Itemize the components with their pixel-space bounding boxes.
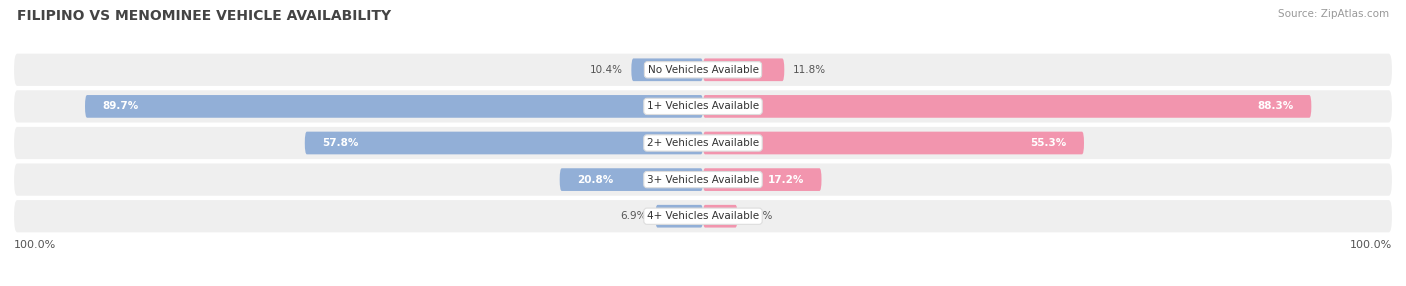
FancyBboxPatch shape bbox=[305, 132, 703, 154]
FancyBboxPatch shape bbox=[655, 205, 703, 228]
FancyBboxPatch shape bbox=[703, 168, 821, 191]
Text: 3+ Vehicles Available: 3+ Vehicles Available bbox=[647, 175, 759, 184]
FancyBboxPatch shape bbox=[84, 95, 703, 118]
Text: FILIPINO VS MENOMINEE VEHICLE AVAILABILITY: FILIPINO VS MENOMINEE VEHICLE AVAILABILI… bbox=[17, 9, 391, 23]
Text: No Vehicles Available: No Vehicles Available bbox=[648, 65, 758, 75]
FancyBboxPatch shape bbox=[14, 164, 1392, 196]
FancyBboxPatch shape bbox=[14, 54, 1392, 86]
Text: 100.0%: 100.0% bbox=[14, 240, 56, 250]
FancyBboxPatch shape bbox=[560, 168, 703, 191]
Text: 2+ Vehicles Available: 2+ Vehicles Available bbox=[647, 138, 759, 148]
Text: 6.9%: 6.9% bbox=[620, 211, 647, 221]
FancyBboxPatch shape bbox=[703, 132, 1084, 154]
Text: 4+ Vehicles Available: 4+ Vehicles Available bbox=[647, 211, 759, 221]
Text: 5.0%: 5.0% bbox=[745, 211, 772, 221]
FancyBboxPatch shape bbox=[703, 95, 1312, 118]
Text: 55.3%: 55.3% bbox=[1031, 138, 1067, 148]
Text: 89.7%: 89.7% bbox=[103, 102, 139, 111]
FancyBboxPatch shape bbox=[703, 205, 738, 228]
Text: Source: ZipAtlas.com: Source: ZipAtlas.com bbox=[1278, 9, 1389, 19]
FancyBboxPatch shape bbox=[703, 58, 785, 81]
Text: 57.8%: 57.8% bbox=[322, 138, 359, 148]
FancyBboxPatch shape bbox=[14, 200, 1392, 232]
Text: 20.8%: 20.8% bbox=[576, 175, 613, 184]
Text: 17.2%: 17.2% bbox=[768, 175, 804, 184]
Text: 100.0%: 100.0% bbox=[1350, 240, 1392, 250]
Text: 11.8%: 11.8% bbox=[793, 65, 825, 75]
FancyBboxPatch shape bbox=[631, 58, 703, 81]
Text: 1+ Vehicles Available: 1+ Vehicles Available bbox=[647, 102, 759, 111]
Text: 10.4%: 10.4% bbox=[591, 65, 623, 75]
FancyBboxPatch shape bbox=[14, 90, 1392, 122]
FancyBboxPatch shape bbox=[14, 127, 1392, 159]
Text: 88.3%: 88.3% bbox=[1258, 102, 1294, 111]
